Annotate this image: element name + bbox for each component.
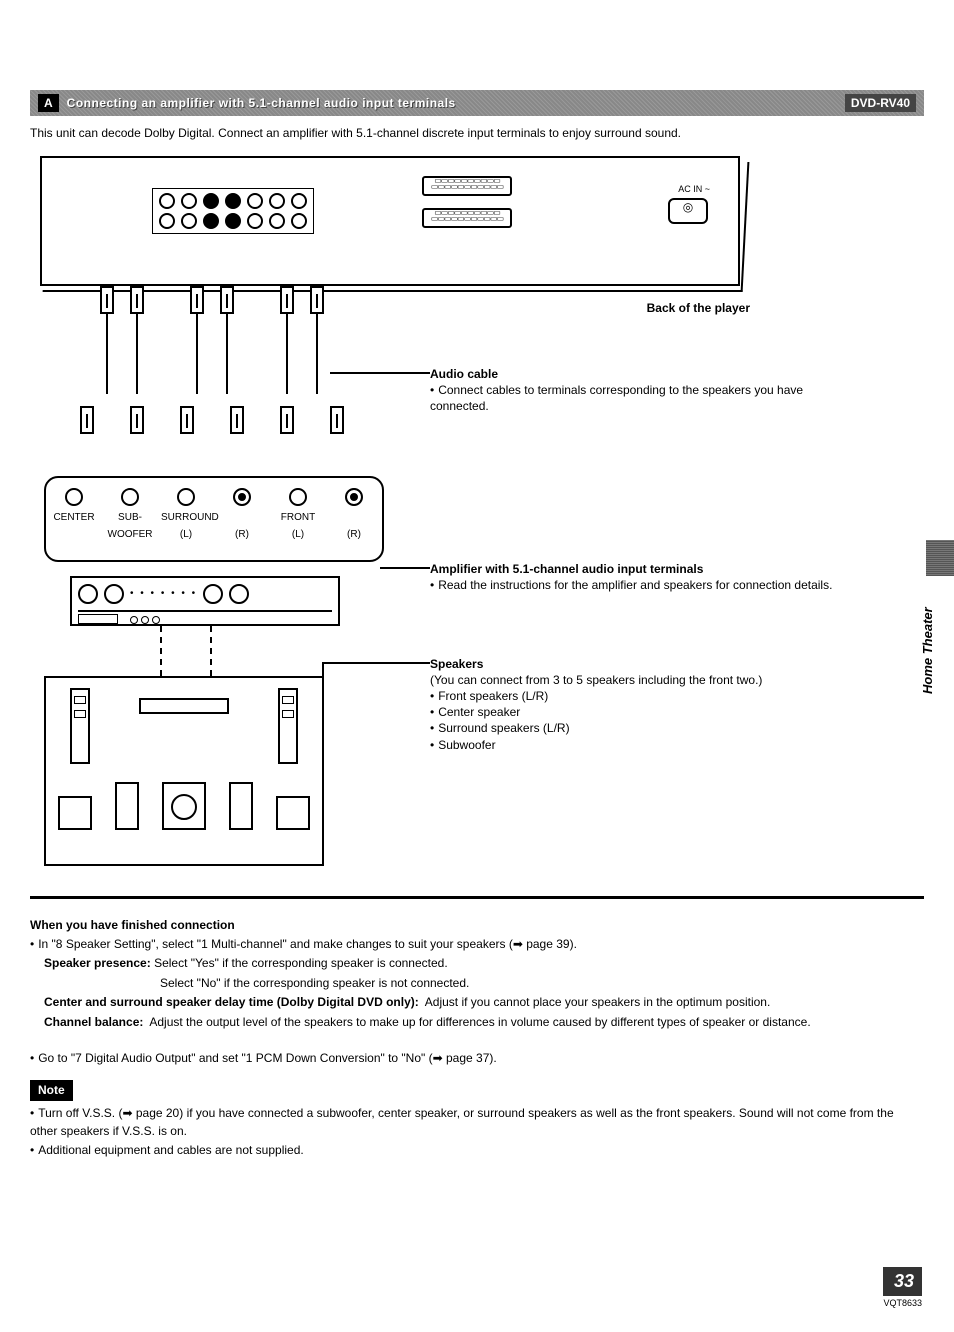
- audio-cable-title: Audio cable: [430, 366, 840, 382]
- page-number: 33: [883, 1267, 922, 1296]
- speaker-item: Subwoofer: [430, 737, 840, 753]
- speaker-presence-yes: Select "Yes" if the corresponding speake…: [154, 956, 448, 970]
- jack-label: SURROUND: [161, 512, 211, 523]
- channel-balance-label: Channel balance:: [44, 1015, 143, 1029]
- note-line1: Turn off V.S.S. (➡ page 20) if you have …: [30, 1105, 924, 1140]
- surround-right-icon: [276, 796, 310, 830]
- page-footer: 33 VQT8633: [883, 1267, 922, 1308]
- audio-out-jacks: [152, 188, 314, 234]
- jack-label: [217, 512, 267, 523]
- amplifier-callout: Amplifier with 5.1-channel audio input t…: [430, 561, 840, 593]
- speakers-callout: Speakers (You can connect from 3 to 5 sp…: [430, 656, 840, 753]
- ac-inlet-icon: ◎: [668, 198, 708, 224]
- jack-sublabel: (L): [161, 529, 211, 540]
- front-left-speaker-icon: [70, 688, 90, 764]
- delay-text: Adjust if you cannot place your speakers…: [425, 995, 771, 1009]
- speakers-title: Speakers: [430, 656, 840, 672]
- audio-cable-callout: Audio cable Connect cables to terminals …: [430, 366, 840, 415]
- speakers-note: (You can connect from 3 to 5 speakers in…: [430, 672, 840, 688]
- speaker-item: Surround speakers (L/R): [430, 720, 840, 736]
- section-header: A Connecting an amplifier with 5.1-chann…: [30, 90, 924, 116]
- back-of-player-label: Back of the player: [647, 301, 750, 315]
- amplifier-input-panel: CENTER SUB- SURROUND FRONT WOOFER (L) (R…: [44, 476, 384, 562]
- surround-speaker-icon: [115, 782, 139, 830]
- jack-label: FRONT: [273, 512, 323, 523]
- intro-text: This unit can decode Dolby Digital. Conn…: [30, 126, 924, 142]
- scart-connector-1: ▭▭▭▭▭▭▭▭▭▭▭▭▭▭▭▭▭▭▭▭▭: [422, 176, 512, 196]
- side-tab-block: [926, 540, 954, 576]
- speaker-item: Center speaker: [430, 704, 840, 720]
- amplifier-title: Amplifier with 5.1-channel audio input t…: [430, 561, 840, 577]
- center-speaker-icon: [139, 698, 229, 714]
- surround-left-icon: [58, 796, 92, 830]
- jack-label: SUB-: [105, 512, 155, 523]
- finished-line2: Go to "7 Digital Audio Output" and set "…: [30, 1050, 924, 1067]
- divider: [30, 896, 924, 899]
- section-model: DVD-RV40: [845, 94, 916, 112]
- note-tag: Note: [30, 1080, 73, 1101]
- jack-sublabel: [49, 529, 99, 540]
- channel-balance-text: Adjust the output level of the speakers …: [149, 1015, 810, 1029]
- amplifier-bullet: Read the instructions for the amplifier …: [430, 577, 840, 593]
- side-tab: Home Theater: [920, 540, 954, 700]
- jack-sublabel: (L): [273, 529, 323, 540]
- side-tab-label: Home Theater: [920, 584, 935, 694]
- amplifier-front: • • • • • • •: [70, 576, 340, 626]
- finished-heading: When you have finished connection: [30, 917, 924, 934]
- subwoofer-icon: [162, 782, 206, 830]
- speaker-presence-label: Speaker presence:: [44, 956, 151, 970]
- jack-label: [329, 512, 379, 523]
- speaker-presence-no: Select "No" if the corresponding speaker…: [160, 975, 924, 992]
- ac-in-label: AC IN ~: [678, 184, 710, 194]
- audio-cable-bullet: Connect cables to terminals correspondin…: [430, 382, 840, 414]
- section-title: Connecting an amplifier with 5.1-channel…: [67, 96, 837, 110]
- note-line2: Additional equipment and cables are not …: [30, 1142, 924, 1159]
- jack-sublabel: WOOFER: [105, 529, 155, 540]
- front-right-speaker-icon: [278, 688, 298, 764]
- speaker-item: Front speakers (L/R): [430, 688, 840, 704]
- finished-line1: In "8 Speaker Setting", select "1 Multi-…: [30, 936, 924, 953]
- connection-diagram: ▭▭▭▭▭▭▭▭▭▭▭▭▭▭▭▭▭▭▭▭▭ ▭▭▭▭▭▭▭▭▭▭▭▭▭▭▭▭▭▭…: [30, 156, 850, 886]
- speaker-layout: [44, 676, 324, 866]
- scart-connector-2: ▭▭▭▭▭▭▭▭▭▭▭▭▭▭▭▭▭▭▭▭▭: [422, 208, 512, 228]
- jack-sublabel: (R): [329, 529, 379, 540]
- finished-connection-section: When you have finished connection In "8 …: [30, 917, 924, 1160]
- doc-code: VQT8633: [883, 1298, 922, 1308]
- delay-label: Center and surround speaker delay time (…: [44, 995, 419, 1009]
- player-rear-panel: ▭▭▭▭▭▭▭▭▭▭▭▭▭▭▭▭▭▭▭▭▭ ▭▭▭▭▭▭▭▭▭▭▭▭▭▭▭▭▭▭…: [40, 156, 740, 286]
- surround-speaker-icon: [229, 782, 253, 830]
- jack-label: CENTER: [49, 512, 99, 523]
- section-letter: A: [38, 94, 59, 112]
- jack-sublabel: (R): [217, 529, 267, 540]
